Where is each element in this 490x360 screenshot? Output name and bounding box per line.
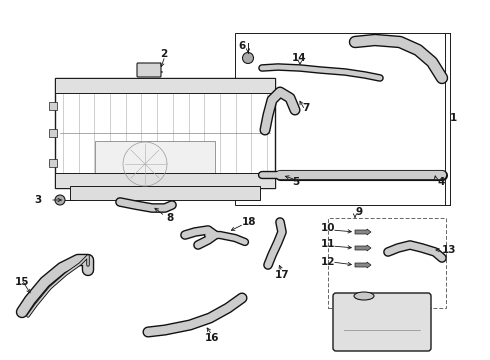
Bar — [49, 159, 57, 167]
Text: 12: 12 — [320, 257, 335, 267]
Text: 13: 13 — [442, 245, 457, 255]
FancyArrow shape — [355, 262, 371, 268]
FancyArrow shape — [355, 245, 371, 251]
FancyBboxPatch shape — [137, 63, 161, 77]
Text: 2: 2 — [160, 49, 167, 59]
Circle shape — [243, 53, 253, 63]
Text: 9: 9 — [355, 207, 362, 217]
Text: 11: 11 — [320, 239, 335, 249]
Bar — [55, 78, 275, 93]
Text: 18: 18 — [242, 217, 256, 227]
Bar — [55, 78, 275, 188]
Circle shape — [55, 195, 65, 205]
Text: 8: 8 — [167, 213, 173, 223]
Text: 15: 15 — [15, 277, 29, 287]
Text: 6: 6 — [238, 41, 245, 51]
Bar — [49, 102, 57, 110]
FancyArrow shape — [355, 229, 371, 235]
Text: 16: 16 — [205, 333, 219, 343]
Bar — [328, 218, 446, 308]
Bar — [235, 33, 445, 205]
Text: 17: 17 — [275, 270, 289, 280]
Bar — [70, 186, 260, 200]
Text: 10: 10 — [320, 223, 335, 233]
Bar — [49, 129, 57, 137]
Bar — [95, 141, 215, 186]
Ellipse shape — [354, 292, 374, 300]
Text: 14: 14 — [292, 53, 307, 63]
Text: 7: 7 — [302, 103, 309, 113]
Text: 4: 4 — [438, 177, 445, 187]
Bar — [55, 173, 275, 188]
Text: 3: 3 — [35, 195, 42, 205]
Text: 1: 1 — [450, 113, 457, 123]
FancyBboxPatch shape — [333, 293, 431, 351]
Text: 5: 5 — [292, 177, 299, 187]
